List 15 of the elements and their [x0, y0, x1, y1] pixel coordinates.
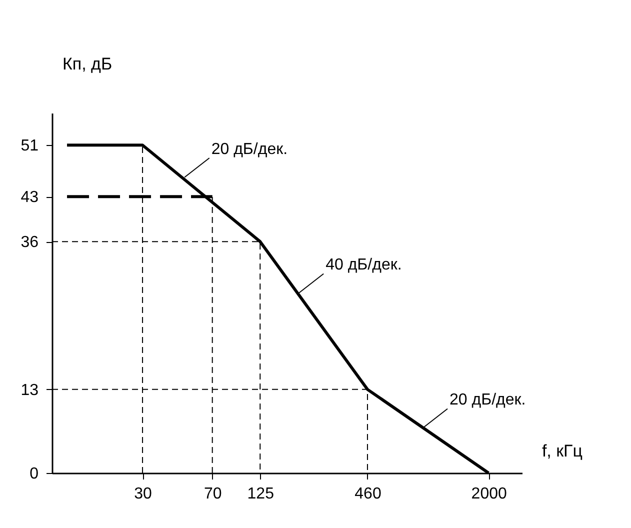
y-tick-label: 13: [20, 382, 39, 399]
annotation: 20 дБ/дек.: [450, 392, 526, 409]
x-tick-label: 70: [204, 486, 222, 502]
y-axis-title: Кп, дБ: [62, 54, 112, 74]
annotation: 40 дБ/дек.: [326, 256, 402, 274]
y-tick-label: 0: [30, 466, 39, 482]
x-tick-label: 460: [354, 486, 382, 502]
y-tick-label: 43: [20, 189, 39, 206]
x-tick-label: 125: [247, 486, 274, 502]
annotation: 20 дБ/дек.: [211, 141, 288, 158]
x-tick-label: 2000: [471, 486, 507, 502]
x-tick-label: 30: [134, 486, 152, 502]
y-tick-label: 51: [20, 138, 39, 155]
x-axis-title: f, кГц: [542, 442, 583, 460]
y-tick-label: 36: [20, 234, 39, 252]
